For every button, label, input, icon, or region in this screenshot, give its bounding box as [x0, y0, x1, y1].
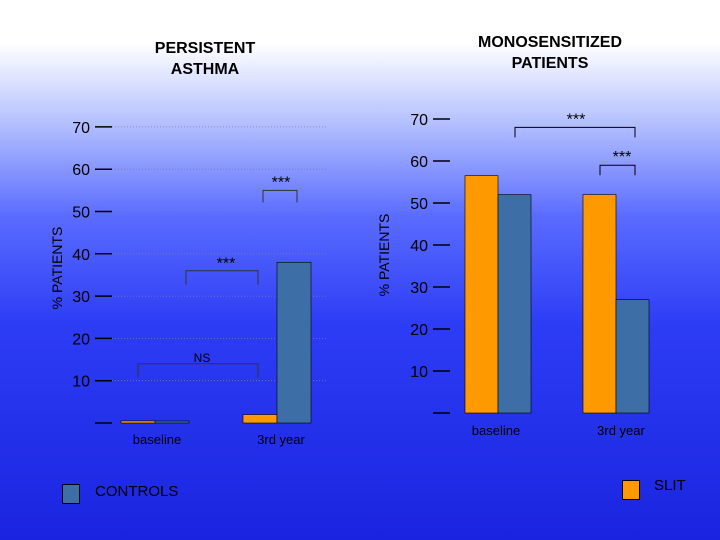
legend-swatch-controls: [62, 484, 80, 504]
category-label: baseline: [472, 423, 520, 438]
chart-title-left: PERSISTENT ASTHMA: [154, 40, 256, 78]
bar-controls: [154, 420, 190, 424]
significance-bracket: [185, 270, 259, 285]
y-tick-label: 70: [72, 120, 90, 137]
significance-bracket: [514, 126, 636, 138]
y-tick-label: 50: [72, 205, 90, 222]
significance-bracket: [137, 363, 259, 378]
category-label: 3rd year: [597, 423, 645, 438]
y-axis-label: % PATIENTS: [376, 214, 392, 297]
bar-slit: [464, 175, 499, 414]
bar-slit: [242, 414, 278, 424]
y-tick-label: 20: [410, 322, 428, 339]
bar-controls: [497, 194, 532, 414]
y-tick-label: 20: [72, 331, 90, 348]
significance-label: ***: [613, 149, 632, 166]
chart-title-right: MONOSENSITIZED PATIENTS: [477, 34, 622, 72]
y-tick-label: 40: [410, 238, 428, 255]
y-tick-label: 50: [410, 196, 428, 213]
y-tick-label: 10: [410, 364, 428, 381]
significance-label: ***: [567, 111, 586, 128]
y-tick-label: 40: [72, 247, 90, 264]
category-label: 3rd year: [257, 432, 305, 447]
significance-label: ***: [272, 174, 291, 191]
significance-bracket: [599, 164, 636, 176]
significance-bracket: [262, 189, 298, 203]
bar-slit: [582, 194, 617, 414]
legend-swatch-slit: [622, 480, 640, 500]
y-tick-label: 10: [72, 374, 90, 391]
y-tick-label: 60: [72, 162, 90, 179]
legend-label-slit: SLIT: [654, 477, 686, 494]
legend-label-controls: CONTROLS: [95, 483, 179, 500]
y-tick-label: 30: [410, 280, 428, 297]
y-tick-label: 60: [410, 154, 428, 171]
bar-slit: [120, 420, 156, 424]
significance-label: NS: [194, 351, 211, 365]
y-tick-label: 70: [410, 112, 428, 129]
significance-label: ***: [217, 256, 236, 273]
y-axis-label: % PATIENTS: [49, 227, 65, 310]
y-tick-label: 30: [72, 289, 90, 306]
category-label: baseline: [133, 432, 181, 447]
bar-controls: [615, 299, 650, 414]
bar-controls: [276, 261, 312, 424]
